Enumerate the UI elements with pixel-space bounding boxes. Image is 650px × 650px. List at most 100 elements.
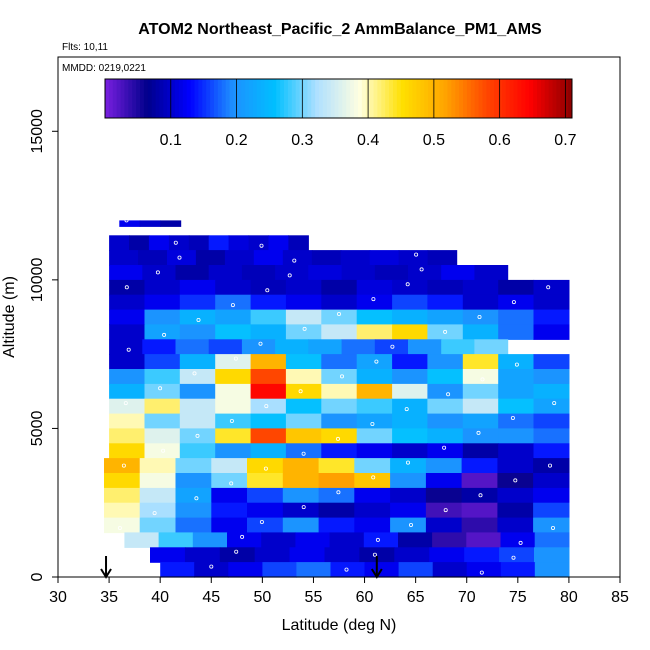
heatmap-cell [354, 517, 391, 534]
heatmap-cell [158, 532, 194, 548]
colorbar-segment [248, 79, 254, 118]
heatmap-cell [466, 562, 502, 578]
measurement-point [126, 347, 131, 352]
heatmap-cell [461, 458, 498, 474]
x-tick-label: 75 [509, 589, 527, 606]
colorbar-segment [568, 79, 573, 118]
heatmap-cells [104, 220, 570, 578]
heatmap-cell [321, 324, 358, 340]
colorbar-segment [190, 79, 196, 118]
measurement-point [264, 404, 269, 409]
heatmap-cell [392, 294, 429, 311]
colorbar-segment [167, 79, 172, 118]
heatmap-cell [142, 339, 177, 355]
colorbar-segment [466, 79, 472, 118]
measurement-point [194, 496, 199, 501]
heatmap-cell [318, 473, 355, 489]
x-tick-label: 50 [253, 589, 271, 606]
heatmap-cell [144, 294, 181, 311]
heatmap-cell [498, 279, 535, 296]
heatmap-cell [228, 235, 250, 251]
heatmap-cell [144, 398, 181, 415]
heatmap-cell [208, 265, 243, 281]
colorbar-segment [264, 79, 269, 118]
heatmap-cell [247, 517, 284, 534]
heatmap-cell [285, 294, 322, 311]
heatmap-cell [184, 547, 221, 563]
colorbar-segment [525, 79, 530, 118]
measurement-point [123, 401, 128, 406]
y-tick-label: 5000 [29, 411, 46, 447]
heatmap-cell [285, 398, 322, 415]
heatmap-cell [533, 398, 570, 415]
heatmap-cell [427, 279, 464, 296]
heatmap-cell [211, 502, 248, 519]
heatmap-cell [533, 473, 570, 489]
heatmap-cell [308, 265, 343, 281]
colorbar-segment [556, 79, 561, 118]
colorbar-segment [385, 79, 390, 118]
heatmap-cell [109, 443, 146, 459]
heatmap-cell [390, 502, 427, 519]
measurement-point [196, 317, 201, 322]
heatmap-cell [321, 369, 358, 385]
heatmap-cell [262, 562, 298, 578]
heatmap-cell [282, 502, 320, 519]
colorbar-segment [299, 79, 304, 118]
heatmap-cell [427, 428, 464, 444]
colorbar-segment [439, 79, 445, 118]
colorbar-segment [338, 79, 343, 118]
colorbar-segment [260, 79, 266, 118]
measurement-point [158, 386, 163, 391]
colorbar-segment [392, 79, 398, 118]
heatmap-cell [138, 250, 168, 266]
heatmap-cell [282, 517, 320, 534]
heatmap-cell [275, 265, 309, 281]
heatmap-cell [139, 502, 177, 519]
heatmap-cell [250, 279, 287, 296]
plot-frame [57, 56, 621, 578]
heatmap-cell [429, 547, 465, 563]
colorbar-segment [272, 79, 277, 118]
measurement-point [195, 433, 200, 438]
heatmap-cell [308, 339, 343, 355]
colorbar-segment [291, 79, 297, 118]
heatmap-cell [247, 473, 284, 489]
heatmap-cell [250, 354, 287, 370]
heatmap-cell [175, 473, 212, 489]
colorbar-segment [424, 79, 429, 118]
measurement-point [443, 508, 448, 513]
heatmap-cell [427, 294, 464, 311]
heatmap-cell [533, 369, 570, 385]
colorbar-segment [486, 79, 491, 118]
heatmap-cell [533, 309, 570, 326]
measurement-points [117, 218, 557, 575]
heatmap-cell [109, 383, 146, 400]
measurement-point [335, 436, 340, 441]
heatmap-cell [109, 324, 146, 340]
heatmap-cell [497, 487, 534, 504]
measurement-point [479, 570, 484, 575]
heatmap-cell [144, 428, 181, 444]
heatmap-cell [109, 309, 146, 326]
measurement-point [514, 362, 519, 367]
heatmap-cell [498, 294, 535, 311]
colorbar-segment [529, 79, 534, 118]
measurement-point [478, 493, 483, 498]
colorbar-segment [548, 79, 554, 118]
colorbar-segment [213, 79, 219, 118]
heatmap-cell [179, 324, 216, 340]
colorbar-segment [147, 79, 153, 118]
heatmap-cell [179, 279, 216, 296]
heatmap-cell [341, 265, 376, 281]
heatmap-cell [109, 279, 146, 296]
heatmap-cell [498, 324, 535, 340]
heatmap-cell [390, 473, 427, 489]
measurement-point [233, 356, 238, 361]
measurement-point [209, 564, 214, 569]
colorbar-segment [463, 79, 468, 118]
heatmap-cell [427, 309, 464, 326]
heatmap-cell [109, 428, 146, 444]
measurement-point [162, 332, 167, 337]
